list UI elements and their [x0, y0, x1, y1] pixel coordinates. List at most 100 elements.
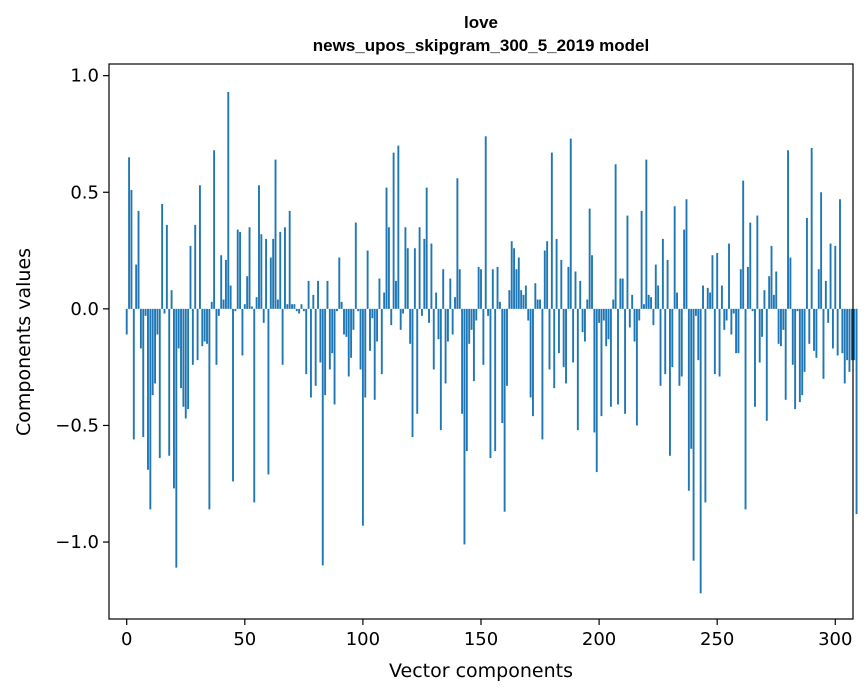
- bar-component-234: [678, 308, 681, 386]
- bar-component-220: [645, 159, 648, 309]
- bar-component-86: [328, 308, 331, 370]
- bar-component-306: [848, 308, 851, 372]
- bar-component-276: [777, 308, 780, 344]
- bar-component-279: [784, 308, 787, 400]
- x-axis-label: Vector components: [389, 660, 573, 682]
- bar-component-39: [217, 308, 220, 316]
- bar-component-107: [378, 278, 381, 309]
- bar-component-13: [156, 308, 159, 335]
- bar-component-252: [720, 285, 723, 309]
- bar-component-274: [772, 294, 775, 309]
- bar-component-136: [446, 308, 449, 342]
- bar-component-101: [364, 308, 367, 398]
- bar-component-192: [579, 280, 582, 309]
- bar-component-161: [506, 308, 508, 386]
- bar-component-140: [456, 178, 459, 309]
- bar-component-143: [463, 308, 466, 545]
- bar-component-217: [638, 308, 641, 321]
- bar-component-9: [147, 308, 149, 470]
- bar-component-158: [498, 301, 501, 309]
- bar-component-98: [357, 308, 360, 312]
- bar-component-163: [510, 241, 513, 309]
- bar-component-120: [409, 308, 412, 344]
- bar-component-70: [291, 304, 293, 309]
- bar-component-35: [208, 308, 211, 510]
- bar-component-269: [761, 308, 764, 337]
- bar-component-297: [827, 308, 830, 323]
- bar-component-298: [829, 243, 832, 309]
- bar-component-255: [728, 243, 730, 309]
- bar-component-67: [284, 227, 286, 309]
- bar-component-263: [746, 266, 749, 309]
- bar-component-134: [442, 269, 445, 309]
- x-tick-label: 0: [121, 629, 132, 650]
- bar-component-131: [435, 292, 438, 309]
- bar-component-154: [489, 308, 492, 459]
- bar-component-53: [250, 306, 253, 309]
- bar-component-194: [583, 308, 586, 342]
- bar-component-48: [239, 231, 242, 309]
- bar-component-37: [213, 150, 216, 309]
- y-tick-label: 0.5: [70, 182, 99, 203]
- bar-component-29: [194, 224, 197, 309]
- bar-component-244: [702, 285, 704, 309]
- bar-component-295: [822, 308, 825, 379]
- bar-component-93: [345, 308, 348, 337]
- bar-component-112: [390, 308, 393, 326]
- bar-component-195: [586, 299, 589, 309]
- bar-component-106: [376, 308, 379, 342]
- bar-component-300: [834, 245, 837, 309]
- bar-component-286: [801, 308, 804, 396]
- bar-component-26: [187, 308, 190, 410]
- bar-component-308: [853, 308, 856, 361]
- bar-component-108: [380, 308, 383, 375]
- bar-component-152: [484, 136, 487, 309]
- bar-component-213: [628, 308, 631, 328]
- bar-component-81: [317, 280, 319, 309]
- bar-component-178: [546, 241, 549, 309]
- bar-component-60: [267, 308, 270, 475]
- bar-component-236: [683, 229, 686, 309]
- bar-component-185: [562, 308, 565, 368]
- bar-component-250: [716, 252, 719, 309]
- bar-component-56: [258, 185, 260, 309]
- bar-component-233: [676, 292, 678, 309]
- bar-component-22: [177, 308, 180, 349]
- bar-component-115: [397, 145, 400, 309]
- bar-component-170: [527, 308, 530, 321]
- bar-component-111: [387, 227, 390, 309]
- bar-component-196: [588, 208, 591, 309]
- x-tick-label: 50: [233, 629, 256, 650]
- bar-component-302: [839, 199, 841, 309]
- bar-component-149: [477, 266, 480, 309]
- bar-component-245: [704, 308, 707, 503]
- bar-component-293: [817, 269, 820, 309]
- bar-component-36: [210, 301, 213, 309]
- bar-component-113: [392, 152, 395, 309]
- bar-component-171: [529, 308, 532, 398]
- bar-component-0: [125, 308, 128, 335]
- bar-component-139: [454, 297, 456, 309]
- bar-component-51: [246, 276, 249, 309]
- bar-component-100: [361, 308, 364, 526]
- bars: [125, 91, 858, 594]
- bar-component-89: [335, 308, 338, 312]
- bar-component-20: [173, 308, 175, 489]
- bar-component-153: [487, 308, 490, 316]
- bar-component-188: [569, 138, 572, 309]
- bar-component-172: [532, 308, 534, 417]
- bar-component-88: [333, 308, 336, 405]
- bar-component-10: [149, 308, 152, 510]
- bar-component-156: [494, 308, 497, 452]
- bar-component-116: [399, 308, 402, 330]
- bar-component-227: [661, 238, 664, 309]
- bar-component-97: [354, 222, 357, 309]
- bar-component-151: [482, 308, 485, 365]
- bar-component-190: [574, 271, 577, 309]
- bar-component-229: [666, 259, 669, 309]
- bar-component-25: [184, 308, 187, 419]
- bar-component-207: [614, 164, 617, 309]
- bar-component-21: [175, 308, 178, 568]
- bar-component-169: [524, 285, 527, 309]
- bar-component-247: [709, 292, 712, 309]
